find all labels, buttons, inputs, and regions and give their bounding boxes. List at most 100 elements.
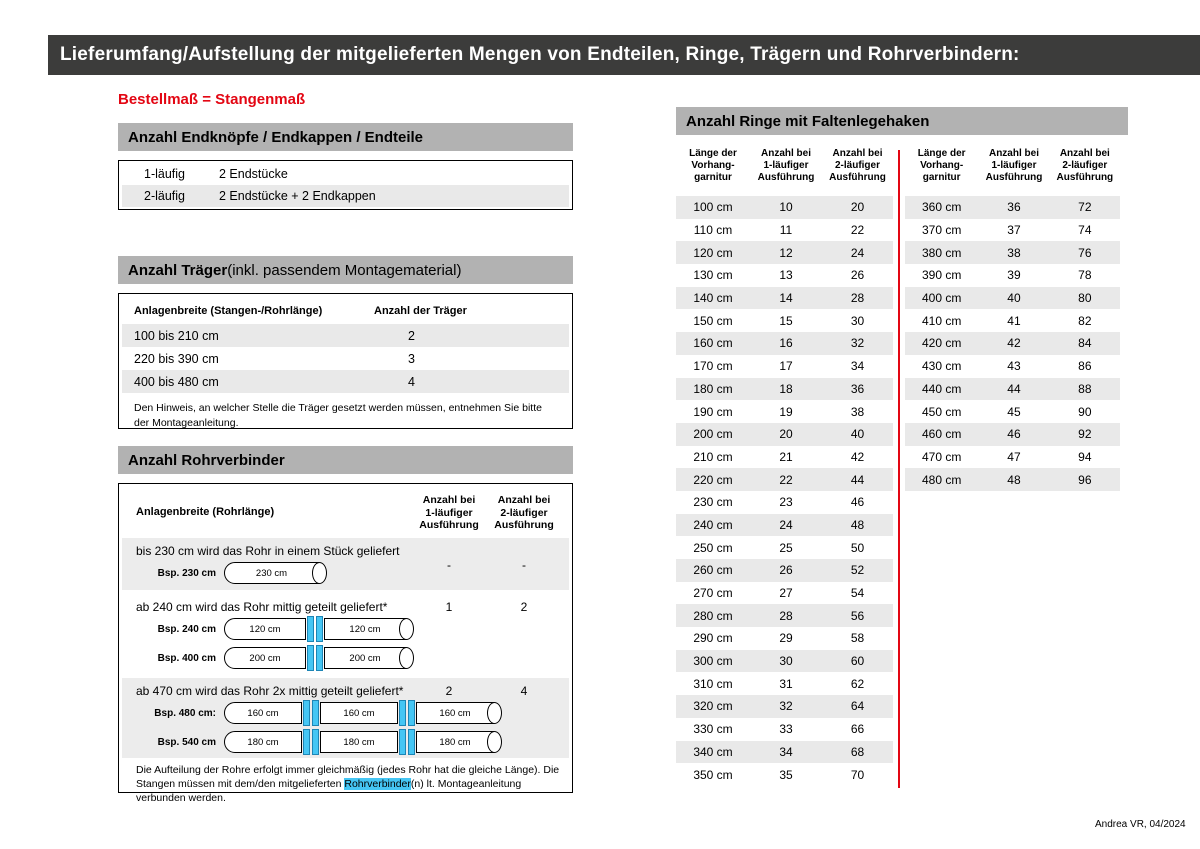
traeger-col-count-header: Anzahl der Träger: [374, 305, 467, 317]
rod-example: Bsp. 230 cm 230 cm: [122, 560, 327, 586]
table-cell: 19: [779, 404, 793, 419]
table-row: 220 cm 22 44: [676, 468, 893, 491]
table-cell: 38: [850, 404, 865, 419]
table-cell: 32: [850, 336, 865, 351]
table-cell: 29: [779, 631, 793, 646]
rod-example: Bsp. 540 cm 180 cm 180 cm 180 cm: [122, 729, 502, 755]
table-cell: 62: [850, 676, 865, 691]
rohr-block-ab-240: ab 240 cm wird das Rohr mittig geteilt g…: [122, 596, 569, 676]
ring-col-length-header: Länge der Vorhang- garnitur: [917, 148, 966, 183]
table-cell: 22: [779, 472, 793, 487]
table-cell: 100 cm: [693, 200, 733, 215]
table-cell: 260 cm: [693, 563, 733, 578]
table-row: 280 cm 28 56: [676, 604, 893, 628]
table-cell: 480 cm: [921, 472, 962, 487]
rod-example: Bsp. 400 cm 200 cm 200 cm: [122, 645, 414, 671]
rohr-note-text: (n) lt. Montageanleitung verbunden werde…: [136, 778, 522, 805]
table-cell: 34: [779, 744, 793, 759]
table-cell: 220 cm: [693, 472, 733, 487]
table-cell: 1-läufig: [144, 167, 185, 181]
rod-example-label: Bsp. 540 cm: [157, 736, 216, 748]
table-cell: 54: [850, 586, 865, 601]
ring-table-header: Länge der Vorhang- garnitur Anzahl bei 1…: [905, 148, 1120, 196]
table-cell: 20: [850, 200, 865, 215]
table-row: 2-läufig 2 Endstücke + 2 Endkappen: [122, 185, 569, 207]
table-row: 460 cm 46 92: [905, 422, 1120, 446]
rod-diagram: 180 cm 180 cm 180 cm: [224, 729, 502, 755]
table-row: 390 cm 39 78: [905, 264, 1120, 287]
table-cell: 45: [1007, 404, 1021, 419]
table-cell: 39: [1007, 268, 1021, 283]
rohr-col-two-header: Anzahl bei 2-läufiger Ausführung: [494, 494, 554, 532]
table-cell: 40: [1007, 291, 1021, 306]
table-cell: 210 cm: [693, 449, 733, 464]
table-cell: 35: [779, 767, 793, 782]
table-row: 440 cm 44 88: [905, 377, 1120, 401]
table-cell: 42: [1007, 336, 1021, 351]
rod-diagram: 200 cm 200 cm: [224, 645, 414, 671]
rohrverbinder-connector-icon: [302, 700, 320, 726]
traeger-table: Anlagenbreite (Stangen-/Rohrlänge) Anzah…: [118, 293, 573, 429]
table-row: 320 cm 32 64: [676, 695, 893, 718]
table-cell: 26: [779, 563, 793, 578]
table-row: 110 cm 11 22: [676, 219, 893, 242]
table-cell: 300 cm: [693, 654, 733, 669]
table-row: 370 cm 37 74: [905, 219, 1120, 242]
rohrverbinder-connector-icon: [398, 700, 416, 726]
page-title: Lieferumfang/Aufstellung der mitgeliefer…: [48, 35, 1200, 75]
rohrverbinder-connector-icon: [302, 729, 320, 755]
table-cell: 160 cm: [693, 336, 733, 351]
table-cell: 190 cm: [693, 404, 733, 419]
rohr-col-width-header: Anlagenbreite (Rohrlänge): [136, 506, 275, 518]
section-header-ringe: Anzahl Ringe mit Faltenlegehaken: [676, 107, 1128, 135]
table-cell: 44: [850, 472, 865, 487]
rod-example-label: Bsp. 480 cm:: [154, 707, 216, 719]
table-cell: 90: [1078, 404, 1092, 419]
table-row: 160 cm 16 32: [676, 332, 893, 355]
table-row: 350 cm 35 70: [676, 763, 893, 786]
table-cell: 36: [850, 381, 865, 396]
table-cell: 280 cm: [693, 608, 733, 623]
table-cell: 56: [850, 608, 865, 623]
ring-col-one-header: Anzahl bei 1-läufiger Ausführung: [757, 148, 815, 183]
table-cell: 82: [1078, 313, 1092, 328]
table-row: 170 cm 17 34: [676, 355, 893, 378]
traeger-rows: 100 bis 210 cm 2 220 bis 390 cm 3 400 bis 48…: [122, 324, 569, 393]
table-cell: 68: [850, 744, 865, 759]
ring-col-length-header: Länge der Vorhang- garnitur: [689, 148, 737, 183]
table-cell: 76: [1078, 245, 1092, 260]
table-cell: 34: [850, 359, 865, 374]
table-row: 130 cm 13 26: [676, 264, 893, 287]
table-cell: 440 cm: [921, 381, 962, 396]
rohr-block-value-2l: 4: [520, 684, 528, 698]
table-cell: 23: [779, 495, 793, 510]
table-cell: 43: [1007, 359, 1021, 374]
rod-segment: 120 cm: [224, 618, 306, 640]
table-cell: 28: [779, 608, 793, 623]
table-cell: 380 cm: [921, 245, 962, 260]
table-cell: 33: [779, 722, 793, 737]
table-cell: 180 cm: [693, 381, 733, 396]
table-cell: 47: [1007, 449, 1021, 464]
table-cell: 52: [850, 563, 865, 578]
table-cell: 78: [1078, 268, 1092, 283]
rod-segment: 180 cm: [320, 731, 398, 753]
section-header-rohrverbinder: Anzahl Rohrverbinder: [118, 446, 573, 474]
rohrverbinder-connector-icon: [398, 729, 416, 755]
table-row: 230 cm 23 46: [676, 491, 893, 514]
table-row: 430 cm 43 86: [905, 355, 1120, 378]
rod-segment: 200 cm: [224, 647, 306, 669]
table-cell: 26: [850, 268, 865, 283]
table-cell: 25: [779, 540, 793, 555]
rohr-note-text: Die Aufteilung der Rohre erfolgt immer g…: [136, 764, 560, 791]
table-cell: 86: [1078, 359, 1092, 374]
footer-version: Andrea VR, 04/2024: [1095, 819, 1186, 830]
table-cell: 320 cm: [693, 699, 733, 714]
table-cell: 2 Endstücke + 2 Endkappen: [219, 189, 376, 203]
table-cell: 400 bis 480 cm: [134, 374, 219, 389]
table-row: 450 cm 45 90: [905, 400, 1120, 423]
table-cell: 70: [850, 767, 865, 782]
table-cell: 3: [408, 351, 415, 366]
rohrverbinder-connector-icon: [306, 645, 324, 671]
rohr-note: Die Aufteilung der Rohre erfolgt immer g…: [136, 763, 560, 806]
